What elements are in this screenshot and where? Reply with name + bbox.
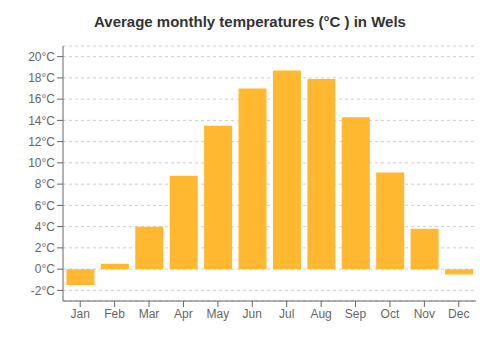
svg-text:Jun: Jun [243,307,262,321]
svg-text:Sep: Sep [345,307,367,321]
svg-text:18°C: 18°C [28,71,55,85]
svg-text:0°C: 0°C [35,262,55,276]
svg-text:8°C: 8°C [35,177,55,191]
svg-text:2°C: 2°C [35,241,55,255]
svg-text:Jan: Jan [71,307,90,321]
svg-text:6°C: 6°C [35,199,55,213]
svg-text:20°C: 20°C [28,50,55,64]
svg-text:10°C: 10°C [28,156,55,170]
svg-text:Feb: Feb [104,307,125,321]
svg-text:Dec: Dec [448,307,469,321]
svg-text:Nov: Nov [414,307,435,321]
svg-text:Jul: Jul [279,307,294,321]
svg-text:May: May [207,307,230,321]
svg-text:12°C: 12°C [28,135,55,149]
svg-text:Apr: Apr [174,307,193,321]
svg-text:Mar: Mar [139,307,160,321]
svg-text:14°C: 14°C [28,114,55,128]
svg-text:Aug: Aug [310,307,331,321]
svg-text:16°C: 16°C [28,92,55,106]
svg-text:Oct: Oct [381,307,400,321]
svg-text:4°C: 4°C [35,220,55,234]
svg-text:-2°C: -2°C [31,284,55,298]
html-text:Average monthly temperatures (: Average monthly temperatures (°C ) in We… [94,13,406,30]
